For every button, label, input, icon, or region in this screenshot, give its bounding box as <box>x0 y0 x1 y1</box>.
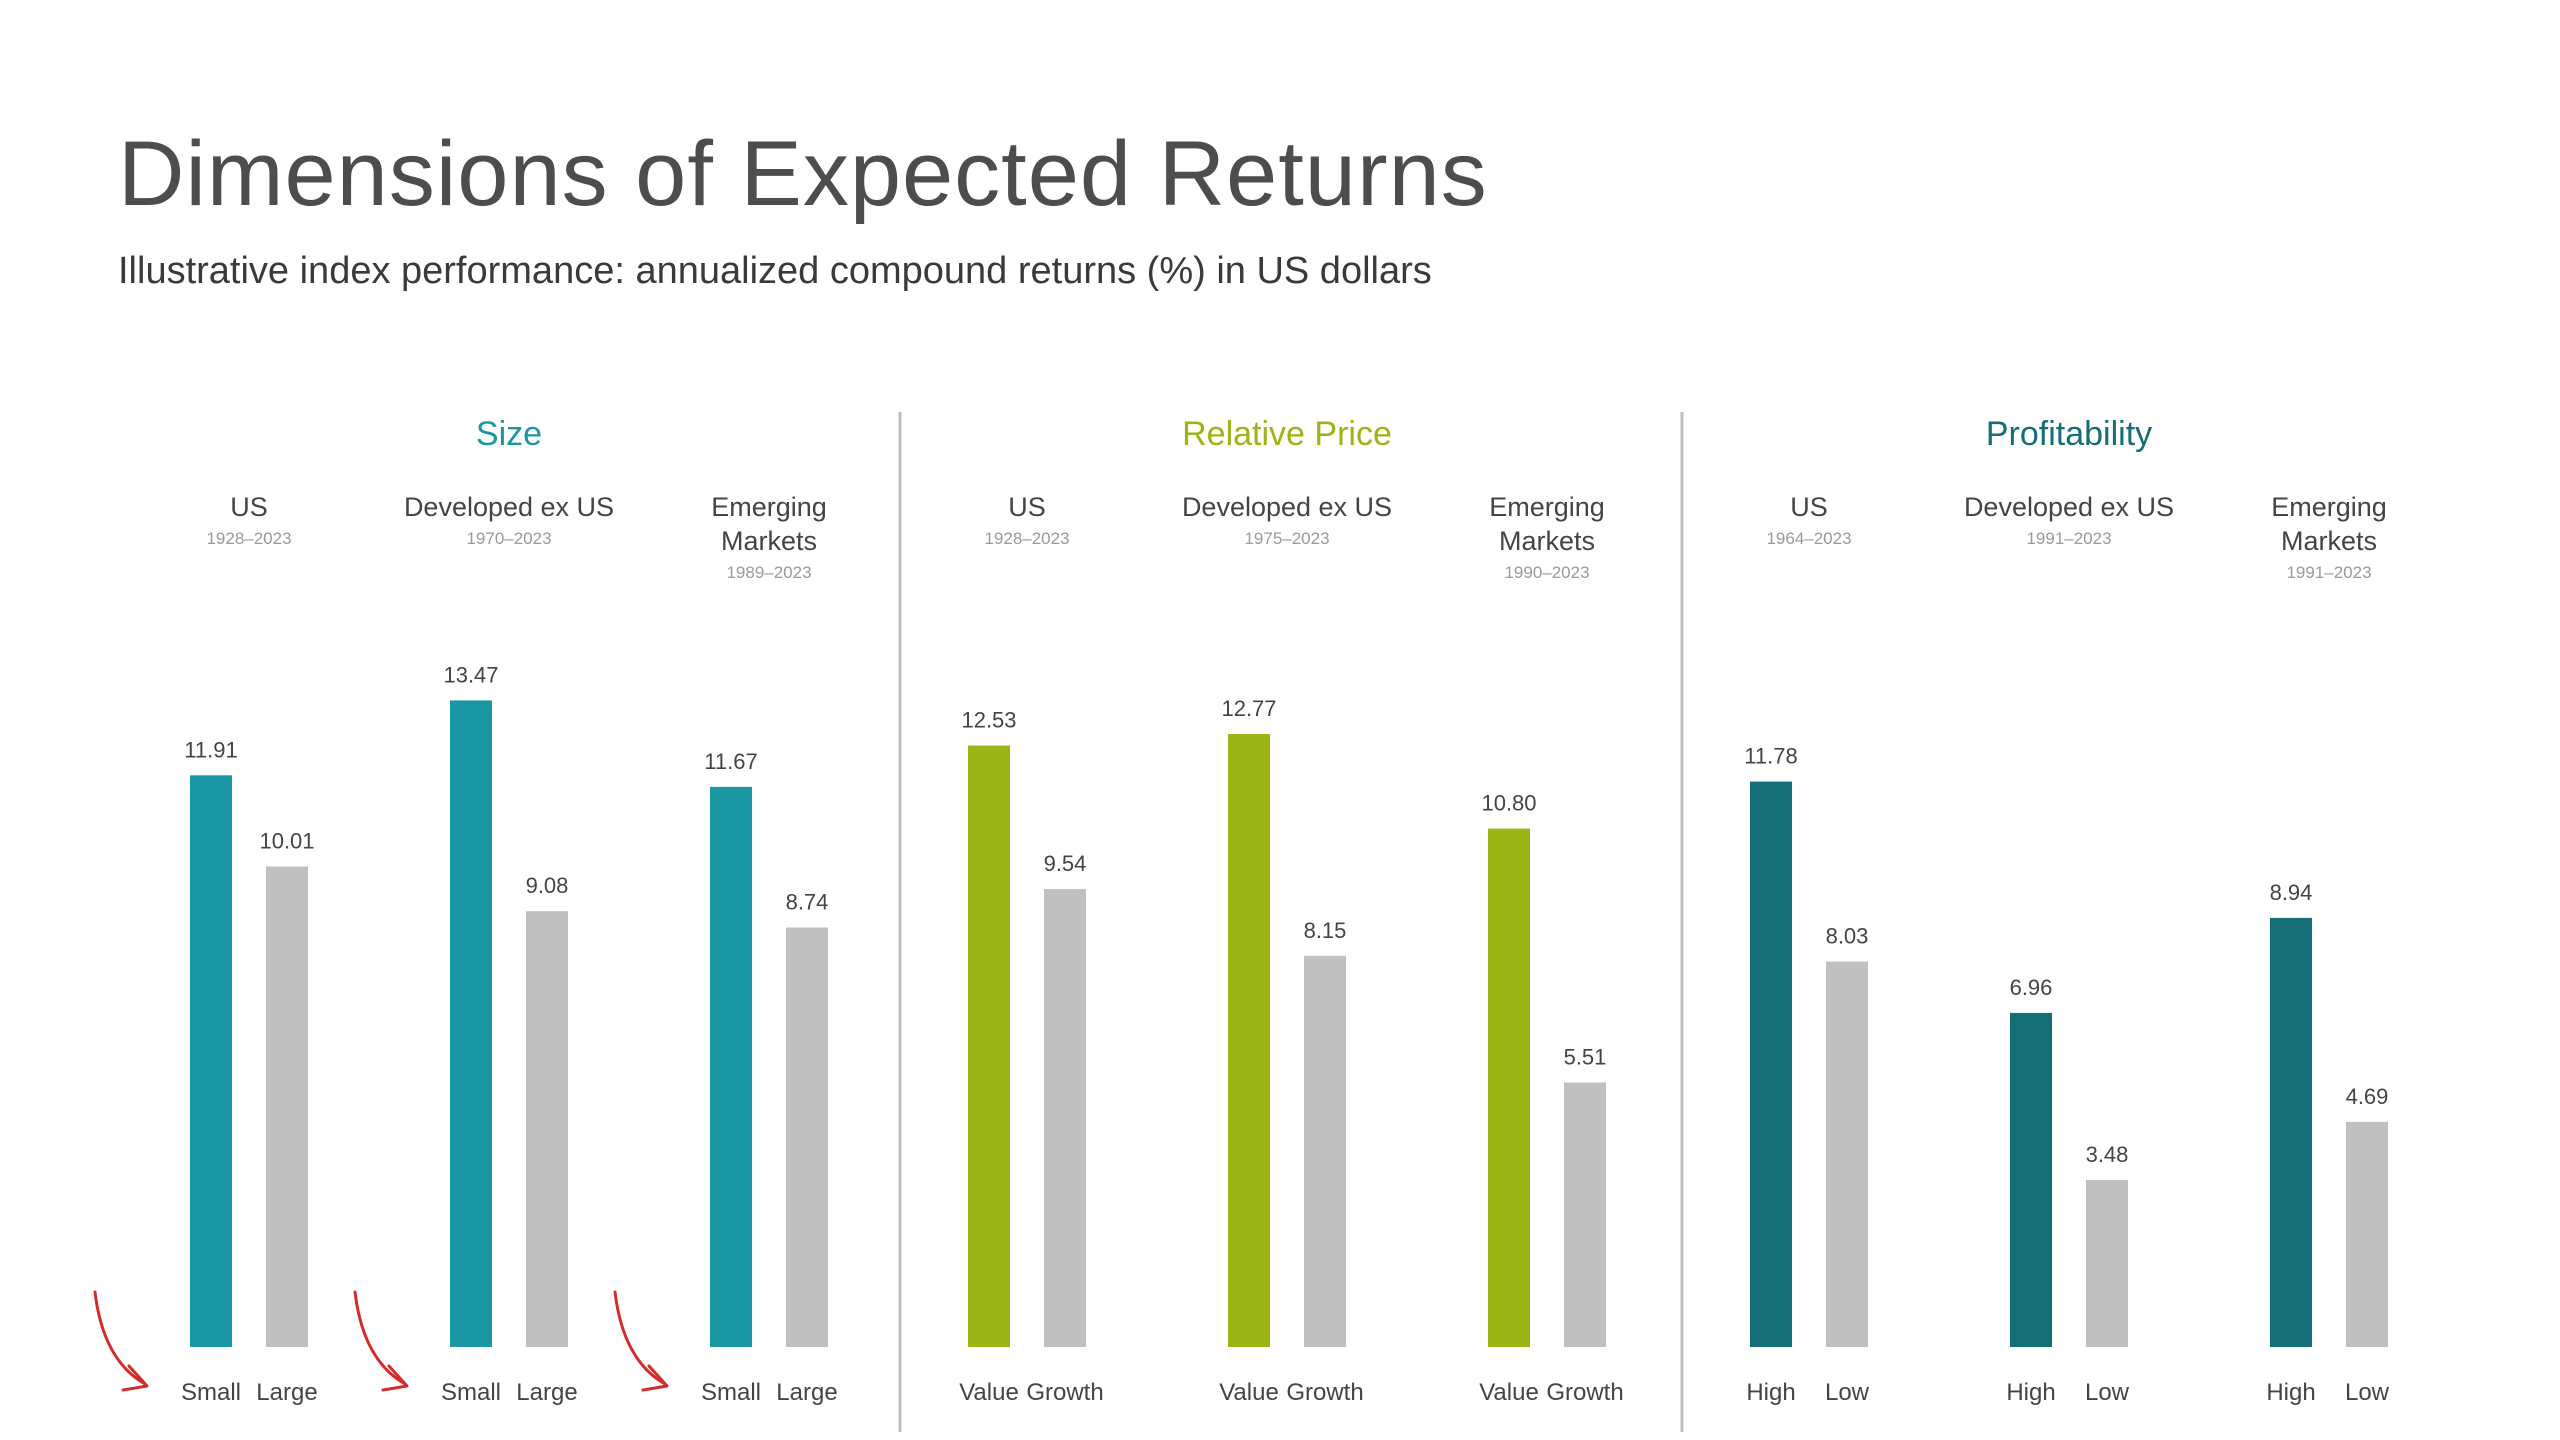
category-label-1-3-2: Large <box>776 1379 837 1406</box>
value-label-3-3-2: 4.69 <box>2346 1084 2389 1109</box>
value-label-1-2-2: 9.08 <box>526 873 569 898</box>
market-label-1-2: Developed ex US <box>404 492 614 522</box>
value-label-2-1-2: 9.54 <box>1044 851 1087 876</box>
value-label-1-3-1: 11.67 <box>704 749 757 774</box>
group-title-3: Profitability <box>1986 415 2152 453</box>
value-label-3-2-2: 3.48 <box>2086 1142 2129 1167</box>
market-label-3-3: Markets <box>2281 526 2377 556</box>
bar-1-1-small <box>190 775 232 1347</box>
value-label-3-2-1: 6.96 <box>2010 975 2053 1000</box>
category-label-3-2-2: Low <box>2085 1379 2130 1406</box>
bar-1-1-large <box>266 866 308 1347</box>
red-arrow-3 <box>613 1290 667 1386</box>
bar-2-2-value <box>1228 734 1270 1347</box>
category-label-2-2-2: Growth <box>1286 1379 1363 1406</box>
bar-3-1-low <box>1826 961 1868 1347</box>
market-label-2-1: US <box>1008 492 1046 522</box>
category-label-1-3-1: Small <box>701 1379 761 1406</box>
category-label-1-2-2: Large <box>516 1379 577 1406</box>
value-label-1-1-2: 10.01 <box>259 829 314 854</box>
bar-3-3-high <box>2270 917 2312 1347</box>
value-label-1-1-1: 11.91 <box>184 737 237 762</box>
market-period-2-1: 1928–2023 <box>984 529 1069 548</box>
value-label-3-1-1: 11.78 <box>1744 744 1797 769</box>
bar-1-2-large <box>526 911 568 1347</box>
bar-2-1-value <box>968 745 1010 1347</box>
bar-3-2-high <box>2010 1012 2052 1347</box>
category-label-1-1-2: Large <box>256 1379 317 1406</box>
chart-title: Dimensions of Expected Returns <box>118 123 1488 225</box>
bar-2-1-growth <box>1044 889 1086 1347</box>
value-label-2-2-1: 12.77 <box>1221 696 1276 721</box>
market-label-3-3: Emerging <box>2271 492 2387 522</box>
chart-subtitle: Illustrative index performance: annualiz… <box>118 250 1432 292</box>
bar-1-3-small <box>710 786 752 1347</box>
category-label-2-3-2: Growth <box>1546 1379 1623 1406</box>
category-label-2-3-1: Value <box>1479 1379 1539 1406</box>
bar-1-3-large <box>786 927 828 1347</box>
category-label-3-2-1: High <box>2006 1379 2055 1406</box>
market-period-3-3: 1991–2023 <box>2286 563 2371 582</box>
red-arrow-2 <box>353 1290 407 1386</box>
market-period-3-2: 1991–2023 <box>2026 529 2111 548</box>
red-arrow-head-2 <box>381 1364 409 1392</box>
market-label-1-1: US <box>230 492 268 522</box>
market-label-2-3: Markets <box>1499 526 1595 556</box>
market-label-2-2: Developed ex US <box>1182 492 1392 522</box>
market-period-2-3: 1990–2023 <box>1504 563 1589 582</box>
value-label-2-1-1: 12.53 <box>961 708 1016 733</box>
market-period-1-2: 1970–2023 <box>466 529 551 548</box>
bar-2-2-growth <box>1304 955 1346 1347</box>
market-label-3-2: Developed ex US <box>1964 492 2174 522</box>
group-title-2: Relative Price <box>1182 415 1392 453</box>
category-label-2-2-1: Value <box>1219 1379 1279 1406</box>
bar-3-1-high <box>1750 781 1792 1347</box>
category-label-3-3-1: High <box>2266 1379 2315 1406</box>
market-label-2-3: Emerging <box>1489 492 1605 522</box>
red-arrow-head-3 <box>641 1364 669 1392</box>
category-label-2-1-1: Value <box>959 1379 1019 1406</box>
category-label-3-1-1: High <box>1746 1379 1795 1406</box>
value-label-1-3-2: 8.74 <box>786 889 829 914</box>
group-title-1: Size <box>476 415 542 453</box>
bar-2-3-value <box>1488 828 1530 1347</box>
market-period-1-3: 1989–2023 <box>726 563 811 582</box>
value-label-1-2-1: 13.47 <box>443 662 498 687</box>
category-label-1-1-1: Small <box>181 1379 241 1406</box>
value-label-2-2-2: 8.15 <box>1304 918 1347 943</box>
bar-3-2-low <box>2086 1179 2128 1347</box>
category-label-3-3-2: Low <box>2345 1379 2390 1406</box>
bar-3-3-low <box>2346 1121 2388 1347</box>
red-arrow-1 <box>93 1290 147 1386</box>
category-label-1-2-1: Small <box>441 1379 501 1406</box>
red-arrow-head-1 <box>121 1364 149 1392</box>
bar-2-3-growth <box>1564 1082 1606 1347</box>
value-label-2-3-1: 10.80 <box>1481 791 1536 816</box>
category-label-2-1-2: Growth <box>1026 1379 1103 1406</box>
value-label-3-1-2: 8.03 <box>1826 924 1869 949</box>
value-label-3-3-1: 8.94 <box>2270 880 2313 905</box>
market-label-1-3: Markets <box>721 526 817 556</box>
market-label-1-3: Emerging <box>711 492 827 522</box>
market-period-2-2: 1975–2023 <box>1244 529 1329 548</box>
market-period-3-1: 1964–2023 <box>1766 529 1851 548</box>
market-period-1-1: 1928–2023 <box>206 529 291 548</box>
market-label-3-1: US <box>1790 492 1828 522</box>
bar-1-2-small <box>450 700 492 1347</box>
value-label-2-3-2: 5.51 <box>1564 1045 1607 1070</box>
category-label-3-1-2: Low <box>1825 1379 1870 1406</box>
